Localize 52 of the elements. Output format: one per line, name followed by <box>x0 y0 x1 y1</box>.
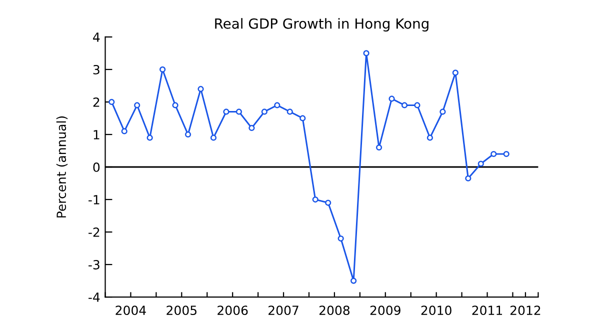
point <box>363 50 370 56</box>
x-tick-label: 2004 <box>116 306 146 316</box>
y-tick-label: -4 <box>88 292 100 302</box>
chart-title: Real GDP Growth in Hong Kong <box>215 18 428 32</box>
point <box>134 102 140 108</box>
point <box>452 70 458 76</box>
y-tick-label: 4 <box>93 32 100 42</box>
x-tick-label: 2010 <box>421 306 452 316</box>
point <box>248 124 255 132</box>
x-tick-label: 2009 <box>370 306 400 316</box>
point <box>236 108 242 115</box>
point <box>223 108 230 115</box>
x-tick-label: 2006 <box>218 306 248 316</box>
point <box>210 134 217 141</box>
point <box>121 128 128 134</box>
point <box>338 235 344 242</box>
point <box>325 200 332 206</box>
point <box>414 102 420 108</box>
point <box>350 278 357 284</box>
y-tick-label: 1 <box>94 130 100 140</box>
point <box>312 196 318 203</box>
y-tick-label: 0 <box>93 162 100 172</box>
point <box>172 102 178 108</box>
x-tick-label: 2011 <box>472 306 502 316</box>
point <box>198 86 204 92</box>
point <box>184 131 192 138</box>
y-axis-title: Percent (annual) <box>56 116 68 218</box>
point <box>376 144 382 151</box>
point <box>300 115 306 122</box>
point <box>440 108 446 115</box>
point <box>261 108 268 115</box>
x-tick-label: 2007 <box>268 306 298 316</box>
point <box>274 102 280 108</box>
point <box>490 150 497 158</box>
point <box>146 134 153 141</box>
point <box>159 66 166 73</box>
x-tick-label: 2005 <box>166 306 196 316</box>
point <box>108 98 115 106</box>
point <box>426 134 434 141</box>
point <box>401 102 408 108</box>
point <box>388 96 395 102</box>
point <box>478 160 484 167</box>
y-tick-label: 3 <box>93 64 100 74</box>
point <box>465 175 472 182</box>
point <box>286 108 293 115</box>
y-tick-label: -2 <box>88 227 100 237</box>
x-tick-label: 2008 <box>319 306 350 316</box>
y-tick-label: -3 <box>88 260 100 270</box>
y-tick-label: -1 <box>88 195 100 204</box>
point <box>503 150 510 158</box>
y-tick-label: 2 <box>93 97 100 107</box>
x-tick-label: 2012 <box>510 306 540 316</box>
